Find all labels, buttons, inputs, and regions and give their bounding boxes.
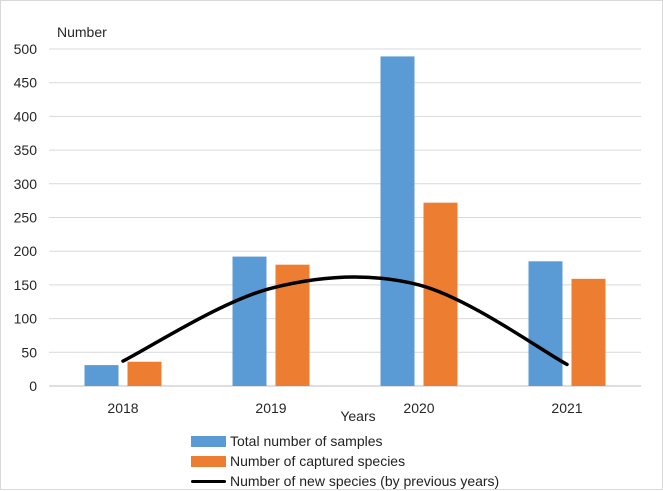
y-tick-label: 450 xyxy=(14,75,38,91)
x-tick-label: 2018 xyxy=(107,400,138,416)
x-tick-label: 2021 xyxy=(551,400,582,416)
legend-label: Number of new species (by previous years… xyxy=(230,473,500,489)
legend: Total number of samples Number of captur… xyxy=(191,431,499,491)
new-species-line xyxy=(121,275,569,367)
bars xyxy=(84,56,606,386)
x-tick-label: 2020 xyxy=(403,400,434,416)
legend-swatch-line xyxy=(191,479,226,483)
y-tick-label: 150 xyxy=(14,277,38,293)
y-tick-label: 400 xyxy=(14,108,38,124)
legend-swatch-orange xyxy=(191,455,226,467)
y-tick-label: 100 xyxy=(14,311,38,327)
x-tick-label: 2019 xyxy=(255,400,286,416)
y-tick-label: 0 xyxy=(29,378,37,394)
gridlines xyxy=(49,48,641,387)
legend-item-new-species: Number of new species (by previous years… xyxy=(191,471,499,491)
legend-label: Number of captured species xyxy=(230,453,406,469)
y-tick-label: 50 xyxy=(21,344,37,360)
bar-captured-2021 xyxy=(571,278,606,386)
bar-samples-2019 xyxy=(232,256,267,386)
trend-line-group xyxy=(121,275,569,367)
y-tick-label: 500 xyxy=(14,41,38,57)
legend-swatch-blue xyxy=(191,435,226,447)
bar-captured-2020 xyxy=(423,202,458,386)
legend-item-captured: Number of captured species xyxy=(191,451,499,471)
y-tick-label: 350 xyxy=(14,142,38,158)
bar-samples-2018 xyxy=(84,365,119,386)
x-axis-title: Years xyxy=(340,408,375,424)
bar-samples-2021 xyxy=(528,261,563,386)
x-tick-labels: 2018 2019 2020 2021 xyxy=(107,400,582,416)
legend-item-samples: Total number of samples xyxy=(191,431,499,451)
bar-samples-2020 xyxy=(380,56,415,386)
chart-svg: Number 0 50 100 150 200 250 300 350 400 450 500 20… xyxy=(14,24,641,424)
y-tick-labels: 0 50 100 150 200 250 300 350 400 450 500 xyxy=(14,41,38,394)
y-tick-label: 250 xyxy=(14,210,38,226)
y-tick-label: 200 xyxy=(14,243,38,259)
bar-captured-2018 xyxy=(127,361,162,386)
y-axis-title: Number xyxy=(57,24,107,40)
legend-label: Total number of samples xyxy=(230,433,383,449)
y-tick-label: 300 xyxy=(14,176,38,192)
